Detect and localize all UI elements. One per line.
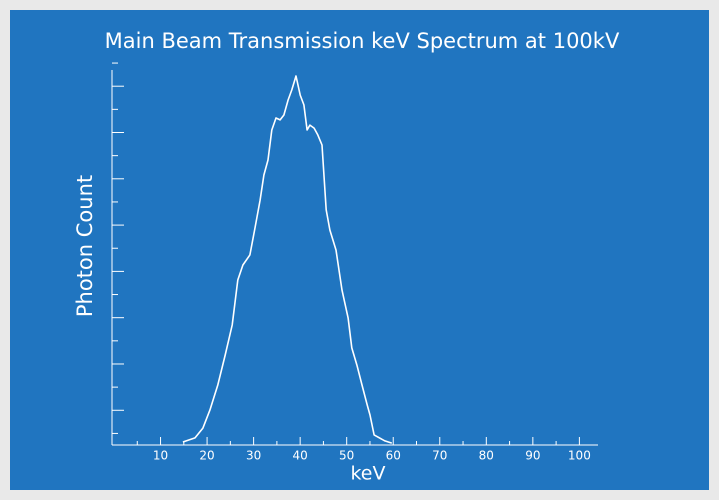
x-tick-label: 90 — [525, 449, 540, 463]
chart-title: Main Beam Transmission keV Spectrum at 1… — [105, 29, 620, 53]
x-tick-label: 60 — [386, 449, 401, 463]
x-axis-title: keV — [350, 463, 385, 485]
x-tick-label: 40 — [293, 449, 308, 463]
x-tick-label: 50 — [339, 449, 354, 463]
x-tick-label: 10 — [153, 449, 168, 463]
x-tick-label: 30 — [246, 449, 261, 463]
x-tick-label: 20 — [199, 449, 214, 463]
spectrum-line — [182, 75, 393, 444]
x-tick-label: 100 — [568, 449, 591, 463]
x-tick-label: 70 — [432, 449, 447, 463]
y-axis-title: Photon Count — [73, 175, 97, 317]
x-tick-label: 80 — [479, 449, 494, 463]
panel — [10, 10, 709, 490]
